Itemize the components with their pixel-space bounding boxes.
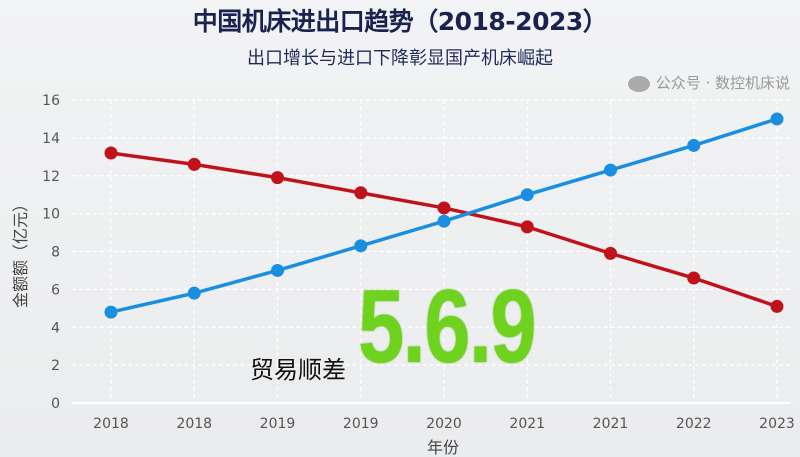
chart-title: 中国机床进出口趋势（2018-2023） (192, 7, 608, 36)
x-tick-label: 2021 (593, 416, 629, 432)
data-point-1 (437, 214, 451, 228)
data-point-0 (354, 186, 368, 200)
y-ticks: 0 2 4 6 8 10 12 14 16 (42, 93, 60, 412)
series-group (104, 112, 784, 319)
x-axis-label: 年份 (427, 438, 459, 457)
data-point-0 (687, 271, 701, 285)
y-tick-label: 12 (42, 169, 60, 185)
x-ticks: 2018 2018 2019 2019 2020 2021 2021 2022 2023 (93, 416, 795, 432)
y-tick-label: 2 (51, 358, 60, 374)
data-point-0 (104, 146, 118, 160)
data-point-1 (520, 188, 534, 202)
data-point-1 (604, 163, 617, 177)
x-tick-label: 2023 (759, 416, 795, 432)
trade-surplus-label: 贸易顺差 (250, 356, 346, 384)
watermark: 公众号 · 数控机床说 (627, 72, 790, 93)
data-point-1 (770, 112, 784, 126)
trade-surplus-value: 5.6.9 (358, 269, 537, 385)
data-point-0 (770, 299, 784, 313)
y-tick-label: 10 (42, 207, 60, 223)
x-tick-label: 2021 (509, 416, 545, 432)
y-tick-label: 6 (51, 282, 60, 298)
data-point-1 (687, 138, 701, 152)
x-tick-label: 2020 (426, 416, 462, 432)
data-point-0 (187, 157, 201, 171)
watermark-text: 公众号 · 数控机床说 (655, 74, 790, 92)
x-tick-label: 2018 (176, 416, 212, 432)
data-point-0 (437, 201, 451, 215)
y-tick-label: 4 (51, 320, 60, 336)
data-point-1 (271, 263, 284, 277)
y-axis-label: 金额额（亿元） (11, 196, 30, 308)
x-tick-label: 2018 (93, 416, 129, 432)
x-tick-label: 2019 (260, 416, 296, 432)
data-point-1 (354, 239, 368, 253)
data-point-0 (520, 220, 534, 234)
y-tick-label: 0 (51, 396, 60, 412)
data-point-1 (104, 305, 118, 319)
x-tick-label: 2022 (676, 416, 712, 432)
chart-subtitle: 出口增长与进口下降彰显国产机床崛起 (247, 48, 553, 69)
x-tick-label: 2019 (343, 416, 379, 432)
y-tick-label: 8 (51, 245, 60, 261)
data-point-0 (271, 171, 284, 185)
wechat-icon (627, 75, 650, 92)
data-point-0 (604, 246, 617, 260)
data-point-1 (187, 286, 201, 300)
y-tick-label: 16 (42, 93, 60, 109)
y-tick-label: 14 (42, 131, 60, 147)
